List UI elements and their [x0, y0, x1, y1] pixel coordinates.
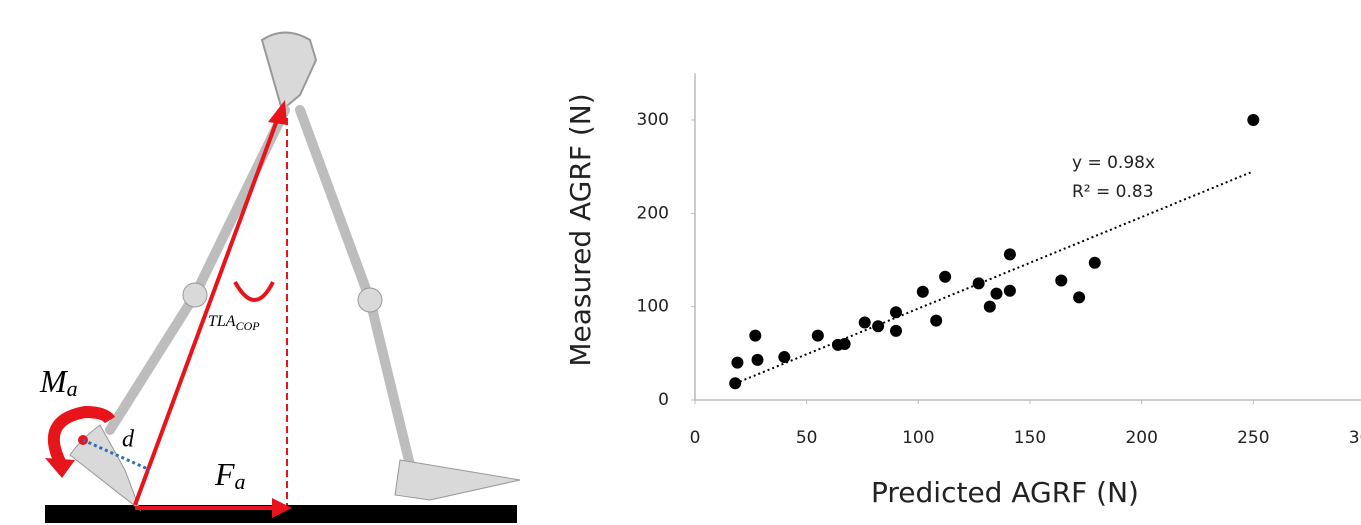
y-tick-label: 200	[637, 203, 669, 223]
angle-arc	[233, 281, 275, 302]
trendline	[734, 170, 1254, 385]
y-tick-label: 100	[637, 297, 669, 317]
point	[731, 356, 744, 369]
point	[778, 351, 791, 364]
point	[890, 324, 902, 337]
x-tick-label: 200	[1125, 428, 1157, 448]
x-axis-label: Predicted AGRF (N)	[871, 476, 1139, 509]
moment-arc	[47, 405, 116, 465]
rear-leg	[105, 105, 290, 435]
arrow-head	[45, 458, 75, 478]
point	[916, 285, 929, 298]
label-base: F	[214, 456, 235, 492]
point	[983, 300, 996, 313]
point	[1073, 291, 1086, 304]
x-tick-label: 250	[1237, 428, 1269, 448]
point	[729, 377, 742, 390]
front-knee	[357, 287, 383, 313]
force-label: Fa	[214, 456, 246, 494]
point	[930, 314, 943, 327]
arrow-head	[268, 100, 287, 125]
point	[751, 353, 764, 366]
label-sub: COP	[236, 319, 261, 333]
point	[1088, 256, 1101, 269]
resultant-arrow	[133, 111, 282, 506]
moment-arm	[82, 438, 151, 472]
rear-knee	[182, 282, 208, 308]
point	[1003, 248, 1016, 261]
y-axis-label: Measured AGRF (N)	[564, 93, 597, 366]
point	[990, 287, 1003, 300]
label-sub: a	[67, 376, 78, 401]
point	[1247, 113, 1260, 126]
front-foot	[394, 459, 521, 501]
diagram	[45, 31, 521, 523]
trend-equation: y = 0.98x	[1072, 153, 1155, 173]
x-tick-label: 150	[1014, 428, 1046, 448]
label-sub: a	[235, 469, 246, 494]
label-base: TLA	[208, 313, 236, 330]
point	[749, 329, 762, 342]
distance-label: d	[122, 427, 135, 453]
pelvis	[260, 31, 318, 112]
front-leg	[295, 105, 415, 470]
point	[972, 277, 985, 290]
arrow-head	[272, 498, 292, 518]
diagram-arrows	[45, 100, 292, 518]
rear-foot	[69, 424, 142, 512]
x-tick-label: 300	[1349, 428, 1361, 448]
x-tick-label: 50	[796, 428, 818, 448]
label-base: M	[39, 363, 69, 399]
point	[1003, 284, 1016, 297]
angle-label: TLACOP	[208, 313, 260, 333]
trend-r2: R² = 0.83	[1072, 182, 1154, 202]
point	[838, 337, 851, 350]
point	[872, 320, 885, 333]
scatter-chart: 0 100 200 300 0 50 100 150 200 250 300 y = 0.98x R² …	[637, 73, 1361, 448]
point	[939, 270, 952, 283]
y-tick-label: 300	[637, 110, 669, 130]
x-tick-label: 100	[902, 428, 934, 448]
point	[858, 316, 871, 329]
y-tick-label: 0	[658, 390, 669, 410]
moment-label: Ma	[39, 363, 78, 401]
point	[1055, 274, 1068, 287]
point	[890, 306, 902, 319]
x-tick-label: 0	[690, 428, 701, 448]
point	[811, 329, 824, 342]
